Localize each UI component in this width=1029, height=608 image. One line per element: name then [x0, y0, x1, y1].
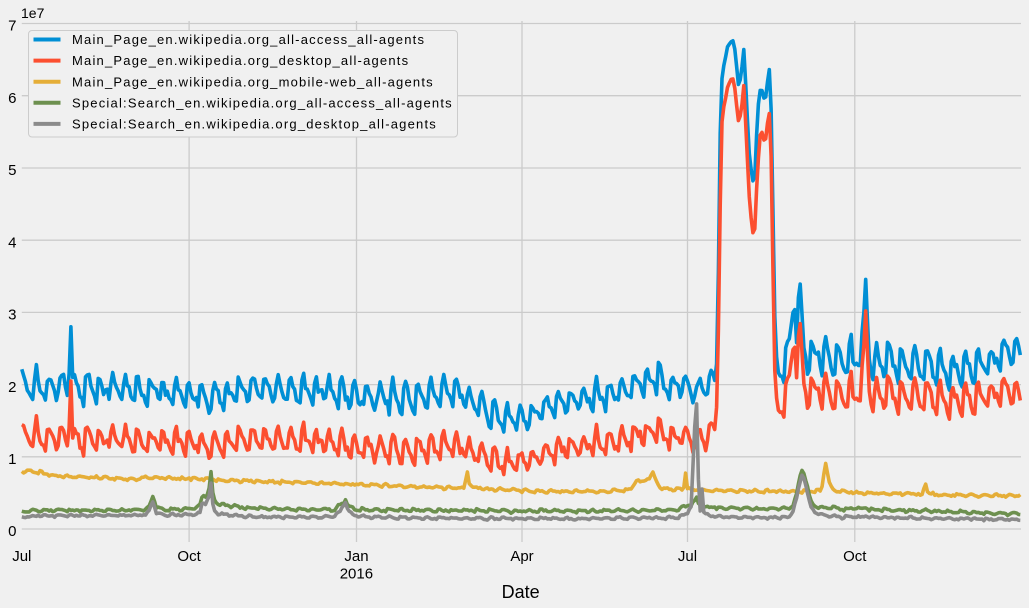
- svg-text:Main_Page_en.wikipedia.org_mob: Main_Page_en.wikipedia.org_mobile-web_al…: [72, 74, 434, 89]
- svg-text:Jul: Jul: [12, 548, 31, 565]
- svg-text:Main_Page_en.wikipedia.org_all: Main_Page_en.wikipedia.org_all-access_al…: [72, 32, 425, 47]
- svg-text:Jul: Jul: [678, 548, 697, 565]
- svg-text:Special:Search_en.wikipedia.or: Special:Search_en.wikipedia.org_all-acce…: [72, 95, 453, 110]
- svg-text:6: 6: [8, 90, 16, 107]
- svg-text:1: 1: [8, 451, 16, 468]
- svg-text:7: 7: [8, 18, 16, 35]
- svg-text:Date: Date: [502, 582, 540, 602]
- svg-text:Main_Page_en.wikipedia.org_des: Main_Page_en.wikipedia.org_desktop_all-a…: [72, 53, 409, 68]
- svg-text:5: 5: [8, 162, 16, 179]
- svg-text:4: 4: [8, 234, 16, 251]
- svg-text:Apr: Apr: [510, 548, 533, 565]
- svg-text:Special:Search_en.wikipedia.or: Special:Search_en.wikipedia.org_desktop_…: [72, 117, 437, 132]
- svg-text:Jan: Jan: [344, 548, 368, 565]
- svg-text:Oct: Oct: [843, 548, 867, 565]
- svg-text:1e7: 1e7: [21, 5, 45, 21]
- svg-text:2016: 2016: [340, 566, 373, 583]
- svg-text:3: 3: [8, 307, 16, 324]
- svg-text:Oct: Oct: [177, 548, 201, 565]
- svg-text:2: 2: [8, 379, 16, 396]
- svg-text:0: 0: [8, 523, 16, 540]
